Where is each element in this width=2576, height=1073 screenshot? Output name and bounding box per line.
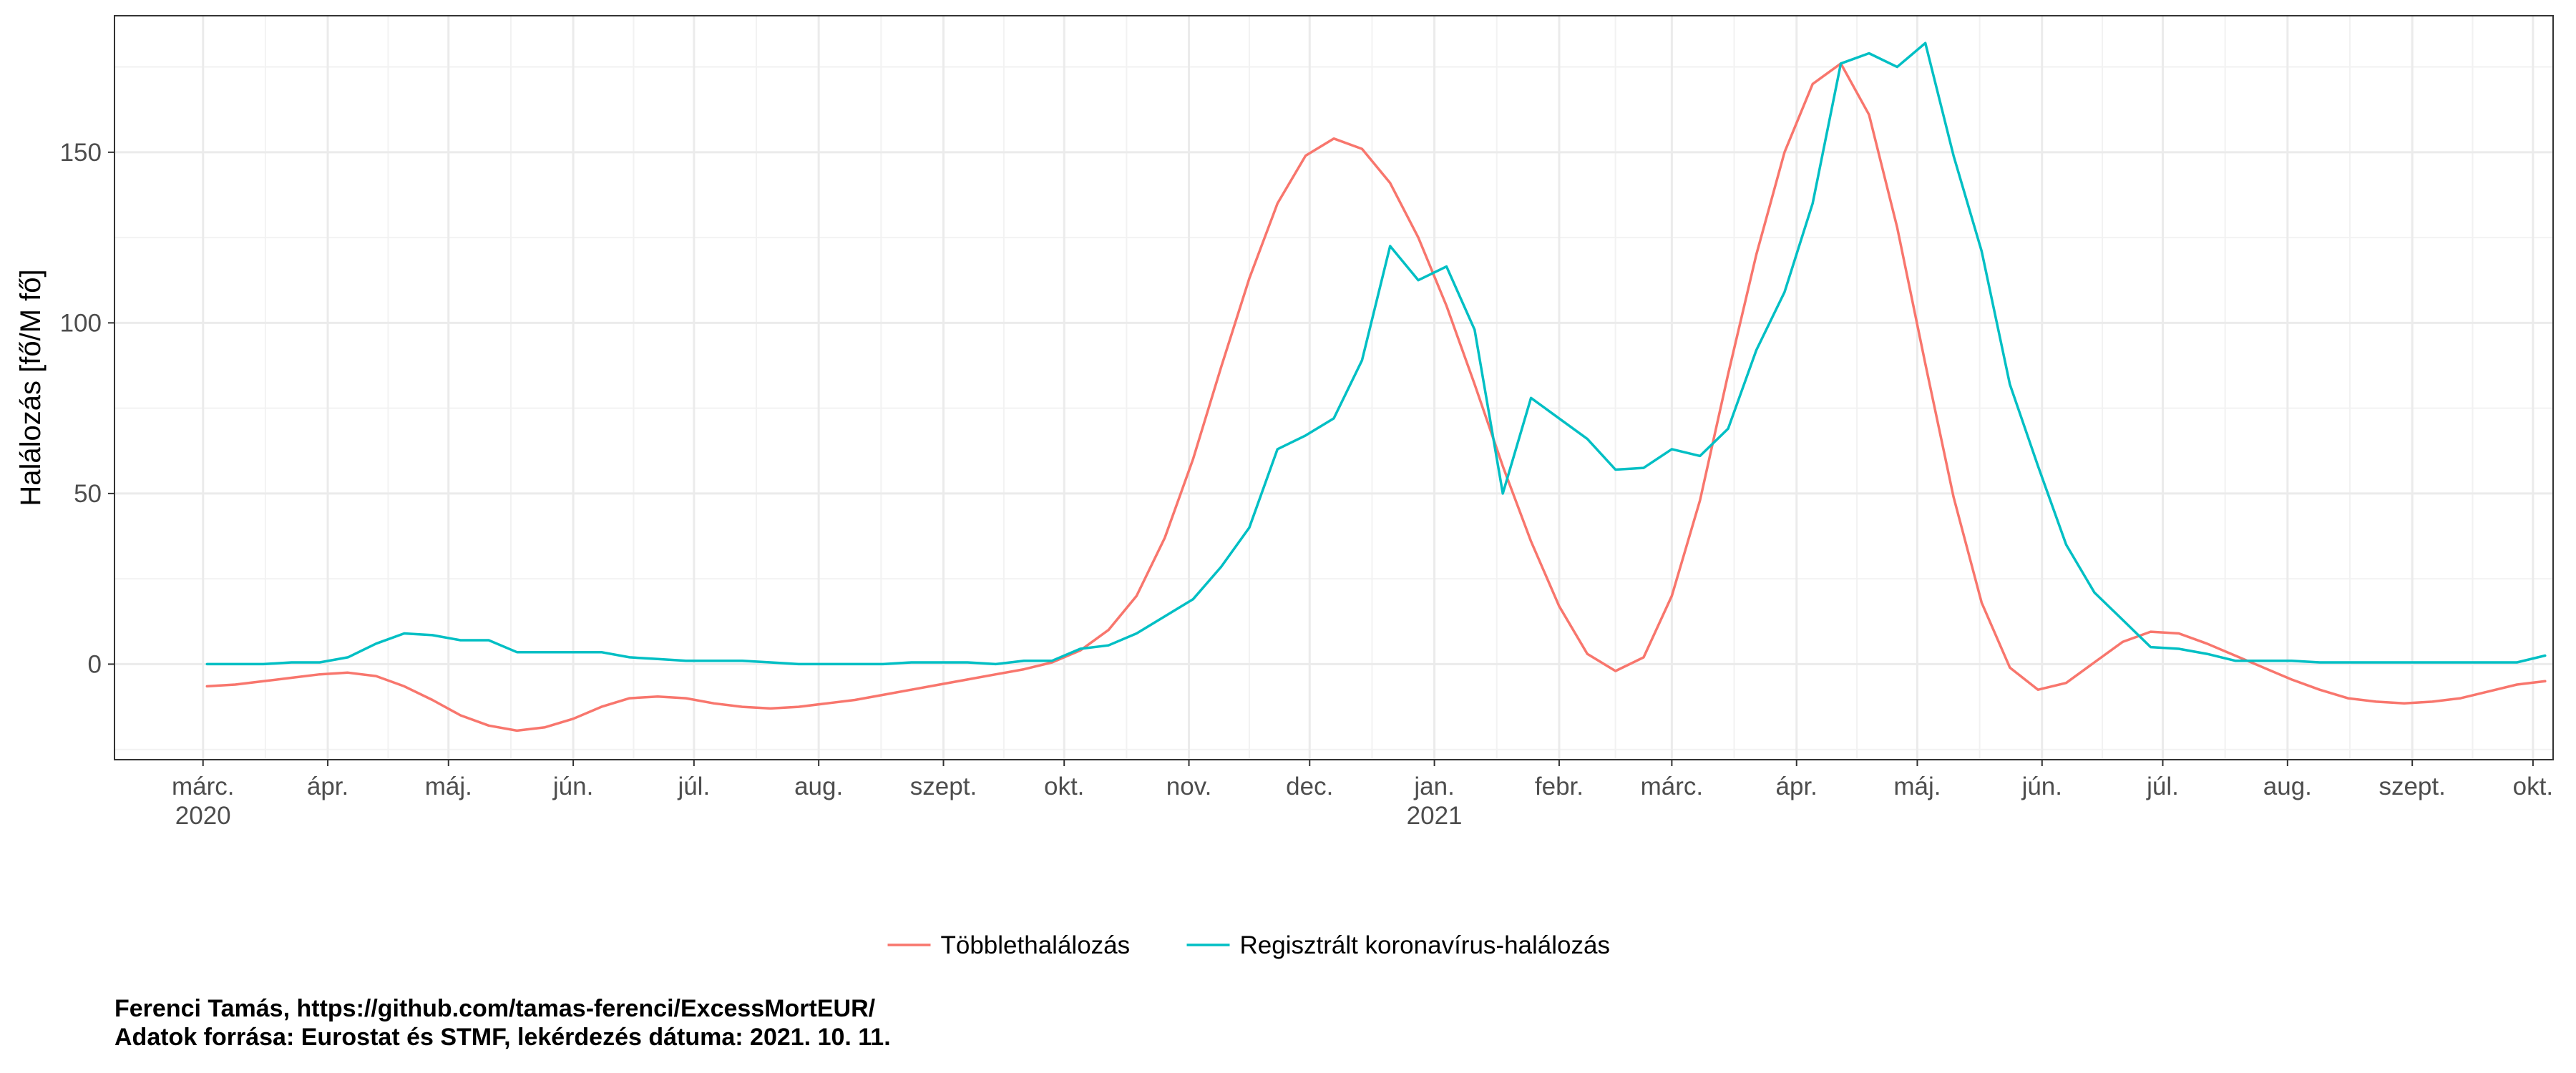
x-tick-label: dec. xyxy=(1286,773,1333,800)
x-tick-label: ápr. xyxy=(1776,773,1818,800)
y-tick-label: 100 xyxy=(60,309,102,337)
x-tick-label: ápr. xyxy=(307,773,348,800)
legend: Többlethalálozás Regisztrált koronavírus-… xyxy=(887,931,1610,959)
caption-source: Adatok forrása: Eurostat és STMF, lekérd… xyxy=(114,1024,891,1051)
series-line-1 xyxy=(205,62,2547,733)
minor-gridlines xyxy=(114,16,2553,760)
caption-author: Ferenci Tamás, https://github.com/tamas-… xyxy=(114,995,876,1022)
series-layer xyxy=(205,41,2547,733)
y-tick-label: 150 xyxy=(60,139,102,167)
x-tick-label: máj. xyxy=(425,773,472,800)
series-line-2 xyxy=(205,41,2547,666)
x-tick-label: aug. xyxy=(794,773,843,800)
x-tick-label: okt. xyxy=(2513,773,2553,800)
x-tick-label: máj. xyxy=(1893,773,1941,800)
x-tick-label: febr. xyxy=(1535,773,1584,800)
x-tick-label: jan. xyxy=(1413,773,1454,800)
y-tick-label: 0 xyxy=(88,650,102,678)
x-tick-label: jún. xyxy=(2021,773,2062,800)
x-tick-label: júl. xyxy=(677,773,710,800)
caption: Ferenci Tamás, https://github.com/tamas-… xyxy=(114,994,891,1052)
x-tick-label: júl. xyxy=(2146,773,2179,800)
x-tick-year-label: 2020 xyxy=(175,802,231,830)
x-tick-label: márc. xyxy=(1641,773,1704,800)
x-tick-label: szept. xyxy=(2379,773,2445,800)
x-tick-label: aug. xyxy=(2263,773,2312,800)
x-tick-label: szept. xyxy=(910,773,977,800)
y-axis-title: Halálozás [fő/M fő] xyxy=(15,269,47,506)
x-tick-label: okt. xyxy=(1044,773,1084,800)
legend-label-2: Regisztrált koronavírus-halálozás xyxy=(1240,931,1610,959)
panel-border xyxy=(114,15,2554,760)
x-tick-label: nov. xyxy=(1166,773,1212,800)
y-axis: 0 50 100 150 xyxy=(60,139,114,678)
x-tick-label: márc. xyxy=(172,773,235,800)
legend-label-1: Többlethalálozás xyxy=(941,931,1131,959)
y-tick-label: 50 xyxy=(74,480,102,508)
x-tick-year-label: 2021 xyxy=(1407,802,1463,830)
x-tick-label: jún. xyxy=(552,773,593,800)
major-gridlines xyxy=(114,16,2553,760)
